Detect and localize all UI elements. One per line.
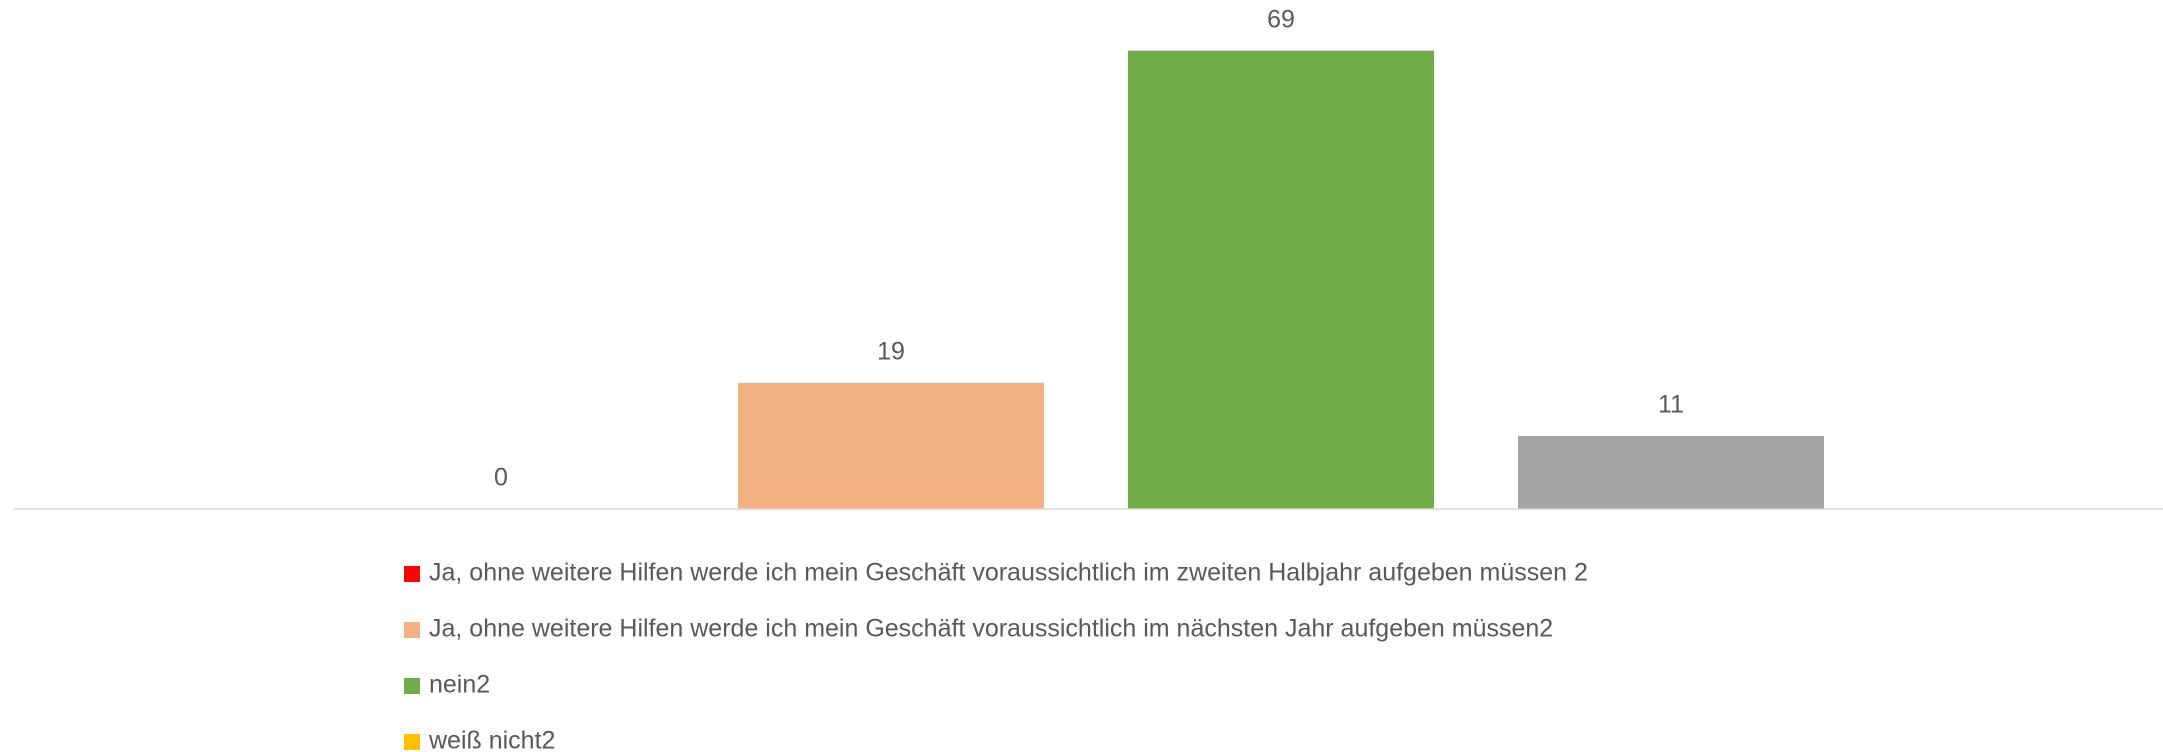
legend-label: Ja, ohne weitere Hilfen werde ich mein G… [429, 559, 1588, 587]
legend-swatch [404, 734, 420, 750]
bar [738, 382, 1044, 509]
data-label: 19 [877, 337, 905, 365]
legend-label: Ja, ohne weitere Hilfen werde ich mein G… [429, 615, 1553, 643]
bar [1518, 435, 1824, 509]
data-label: 69 [1267, 5, 1295, 33]
data-label: 0 [494, 464, 508, 492]
data-label: 11 [1658, 391, 1684, 419]
legend-swatch [404, 566, 420, 582]
legend-swatch [404, 678, 420, 694]
legend-label: nein2 [429, 671, 490, 699]
legend-swatch [404, 622, 420, 638]
legend-label: weiß nicht2 [428, 727, 555, 752]
bar [1128, 50, 1434, 510]
